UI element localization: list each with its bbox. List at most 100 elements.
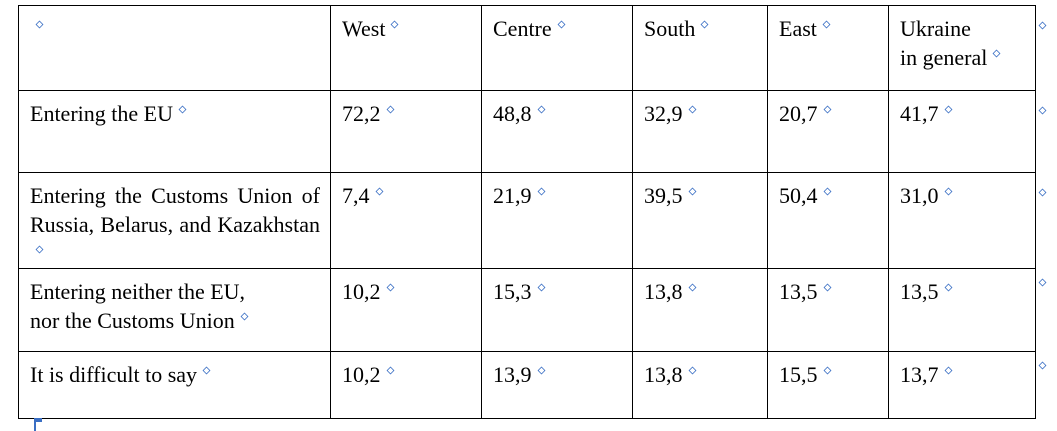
cell-end-mark [822, 20, 831, 29]
cell-end-mark [240, 312, 249, 321]
row-end-mark [1038, 106, 1047, 115]
header-row: West Centre South East Ukraine in general [18, 5, 1036, 91]
value-cell-text: 31,0 [900, 183, 939, 208]
row-label: Entering the EU [18, 90, 331, 173]
cell-end-mark [35, 245, 44, 254]
value-cell-text: 41,7 [900, 101, 939, 126]
table-row: Entering neither the EU, nor the Customs… [18, 268, 1036, 352]
cell-end-mark [944, 283, 952, 292]
value-cell-text: 32,9 [644, 101, 683, 126]
value-cell: 15,3 [481, 268, 633, 352]
value-cell: 48,8 [481, 90, 633, 173]
cell-end-mark [537, 366, 545, 375]
value-cell: 72,2 [330, 90, 482, 173]
cell-end-mark [386, 366, 394, 375]
cell-end-mark [386, 283, 394, 292]
cell-end-mark [537, 283, 545, 292]
value-cell-text: 10,2 [342, 279, 381, 304]
value-cell-text: 10,2 [342, 362, 381, 387]
value-cell: 13,8 [632, 268, 768, 352]
value-cell-text: 13,8 [644, 362, 683, 387]
value-cell: 13,9 [481, 351, 633, 419]
row-end-mark [1038, 188, 1047, 197]
cell-end-mark [944, 105, 952, 114]
cell-end-mark [700, 20, 709, 29]
value-cell-text: 72,2 [342, 101, 381, 126]
value-cell: 39,5 [632, 172, 768, 269]
table-row: Entering the Customs Union of Russia, Be… [18, 172, 1036, 269]
column-header-text: South [644, 16, 696, 41]
cell-end-mark [537, 105, 545, 114]
row-end-mark [1038, 278, 1047, 287]
cell-end-mark [557, 20, 566, 29]
cell-end-mark [688, 187, 696, 196]
row-label-text: Entering neither the EU, nor the Customs… [30, 277, 320, 335]
cell-end-mark [688, 366, 696, 375]
cell-end-mark [537, 187, 545, 196]
value-cell: 7,4 [330, 172, 482, 269]
column-header-text: East [779, 16, 817, 41]
value-cell-text: 7,4 [342, 183, 370, 208]
value-cell-text: 39,5 [644, 183, 683, 208]
value-cell-text: 21,9 [493, 183, 532, 208]
value-cell: 41,7 [888, 90, 1036, 173]
value-cell-text: 13,5 [779, 279, 818, 304]
value-cell-text: 13,8 [644, 279, 683, 304]
value-cell-text: 15,3 [493, 279, 532, 304]
value-cell: 13,5 [767, 268, 889, 352]
cell-end-mark [944, 187, 952, 196]
column-header: Centre [481, 5, 633, 91]
column-header: Ukraine in general [888, 5, 1036, 91]
corner-cell [18, 5, 331, 91]
row-label: Entering neither the EU, nor the Customs… [18, 268, 331, 352]
value-cell: 10,2 [330, 351, 482, 419]
cell-end-mark [390, 20, 399, 29]
cell-end-mark [688, 283, 696, 292]
row-label-text: Entering the Customs Union of Russia, Be… [30, 181, 320, 268]
table-row: Entering the EU 72,2 48,8 32,9 20,7 41,7 [18, 90, 1036, 173]
cell-end-mark [35, 20, 44, 29]
value-cell-text: 50,4 [779, 183, 818, 208]
value-cell: 20,7 [767, 90, 889, 173]
row-end-mark [1038, 21, 1047, 30]
value-cell-text: 13,7 [900, 362, 939, 387]
value-cell: 15,5 [767, 351, 889, 419]
cell-end-mark [386, 105, 394, 114]
value-cell: 21,9 [481, 172, 633, 269]
cell-end-mark [992, 49, 1001, 58]
value-cell: 31,0 [888, 172, 1036, 269]
row-label: It is difficult to say [18, 351, 331, 419]
column-header: West [330, 5, 482, 91]
value-cell: 10,2 [330, 268, 482, 352]
value-cell: 32,9 [632, 90, 768, 173]
value-cell-text: 13,9 [493, 362, 532, 387]
row-label: Entering the Customs Union of Russia, Be… [18, 172, 331, 269]
table-row: It is difficult to say 10,2 13,9 13,8 15,5 13… [18, 351, 1036, 419]
column-header: South [632, 5, 768, 91]
data-table: West Centre South East Ukraine in general Ent… [18, 5, 1036, 419]
paragraph-mark [34, 418, 42, 431]
cell-end-mark [178, 105, 187, 114]
column-header-text: Ukraine in general [900, 16, 988, 70]
value-cell-text: 13,5 [900, 279, 939, 304]
cell-end-mark [823, 105, 831, 114]
row-label-text: It is difficult to say [30, 360, 320, 389]
value-cell: 13,8 [632, 351, 768, 419]
cell-end-mark [375, 187, 383, 196]
value-cell-text: 48,8 [493, 101, 532, 126]
column-header-text: West [342, 16, 386, 41]
value-cell-text: 20,7 [779, 101, 818, 126]
cell-end-mark [823, 283, 831, 292]
row-label-text: Entering the EU [30, 99, 320, 128]
column-header: East [767, 5, 889, 91]
cell-end-mark [944, 366, 952, 375]
row-end-mark [1038, 361, 1047, 370]
cell-end-mark [823, 366, 831, 375]
value-cell: 50,4 [767, 172, 889, 269]
cell-end-mark [202, 366, 211, 375]
column-header-text: Centre [493, 16, 552, 41]
value-cell: 13,5 [888, 268, 1036, 352]
cell-end-mark [823, 187, 831, 196]
cell-end-mark [688, 105, 696, 114]
